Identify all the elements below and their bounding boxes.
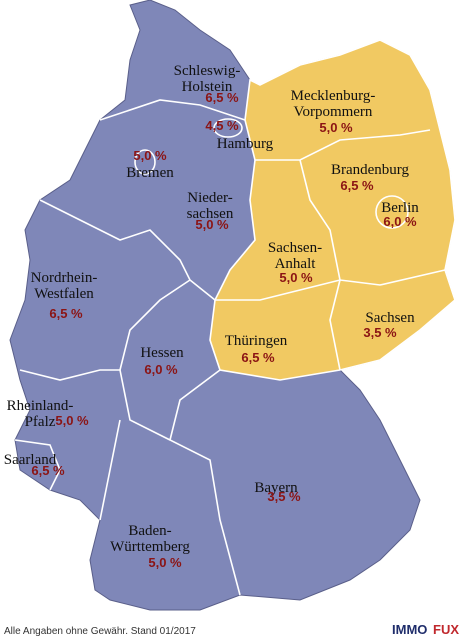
state-name: Nieder- <box>187 190 233 206</box>
footer-note: Alle Angaben ohne Gewähr. Stand 01/2017 <box>4 626 196 637</box>
state-name: Württemberg <box>110 539 190 555</box>
logo-part1: IMMO <box>392 622 427 637</box>
state-name: Sachsen- <box>268 240 322 256</box>
state-name: Sachsen <box>365 310 415 326</box>
state-name: Mecklenburg- <box>291 88 376 104</box>
state-rate: 3,5 % <box>363 325 397 340</box>
state-border <box>99 99 246 121</box>
state-rate: 5,0 % <box>148 555 182 570</box>
state-rate: 6,0 % <box>144 362 178 377</box>
state-rate: 6,5 % <box>340 178 374 193</box>
state-name: sachsen <box>187 206 234 222</box>
state-rate: 5,0 % <box>279 270 313 285</box>
state-name: Holstein <box>182 79 233 95</box>
state-name: Vorpommern <box>294 104 373 120</box>
state-border <box>19 369 171 441</box>
hamburg-border <box>213 118 243 138</box>
state-rate: 6,5 % <box>49 306 83 321</box>
state-rate: 3,5 % <box>267 489 301 504</box>
state-name: Saarland <box>4 452 57 468</box>
state-name: Westfalen <box>34 286 94 302</box>
state-name: Bremen <box>126 165 174 181</box>
state-name: Berlin <box>381 200 419 216</box>
state-border <box>255 129 431 161</box>
state-name: Hamburg <box>217 136 274 152</box>
state-name: Rheinland- <box>7 398 74 414</box>
state-rate: 5,0 % <box>55 413 89 428</box>
state-name: Hessen <box>140 345 184 361</box>
state-name: Bayern <box>254 480 298 496</box>
state-border <box>215 269 446 301</box>
state-name: Anhalt <box>275 256 317 272</box>
state-border <box>119 279 191 371</box>
state-rate: 6,0 % <box>383 214 417 229</box>
state-rate: 6,5 % <box>241 350 275 365</box>
bremen-border <box>134 149 156 175</box>
state-rate: 5,0 % <box>319 120 353 135</box>
state-border <box>169 369 241 596</box>
state-rate: 6,5 % <box>31 463 65 478</box>
state-border <box>299 159 341 281</box>
berlin-border <box>375 195 409 229</box>
state-name: Brandenburg <box>331 162 410 178</box>
state-border <box>99 419 121 521</box>
state-rate: 4,5 % <box>205 118 239 133</box>
logo-part2: FUX <box>433 622 459 637</box>
state-name: Thüringen <box>225 333 288 349</box>
state-rate: 5,0 % <box>133 148 167 163</box>
state-name: Schleswig- <box>174 63 241 79</box>
state-rate: 6,5 % <box>205 90 239 105</box>
state-name: Nordrhein- <box>31 270 98 286</box>
state-border <box>14 439 61 491</box>
state-name: Baden- <box>128 523 171 539</box>
state-border <box>329 279 341 371</box>
state-name: Pfalz <box>25 414 56 430</box>
region-east <box>209 39 456 381</box>
state-rate: 5,0 % <box>195 217 229 232</box>
